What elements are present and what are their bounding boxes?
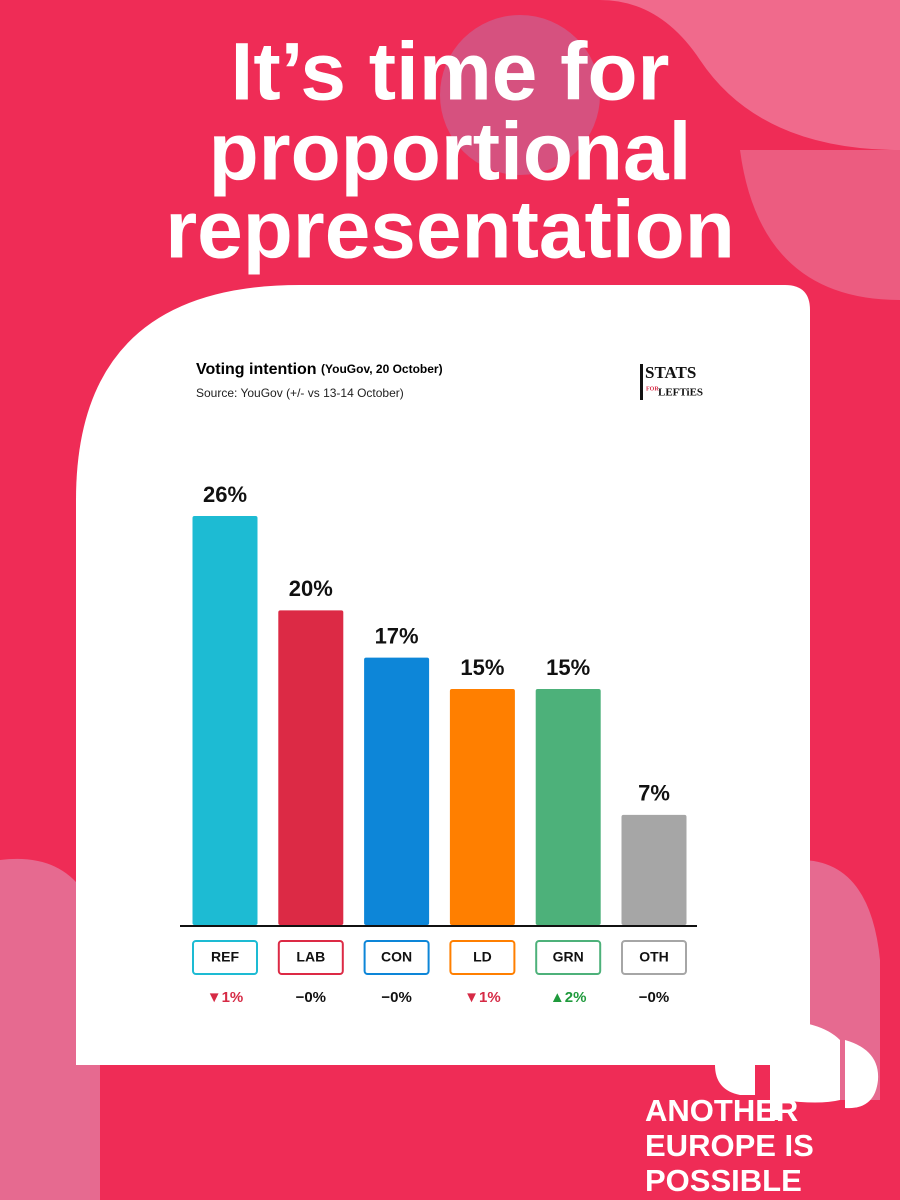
category-box — [192, 940, 258, 975]
bar — [535, 689, 601, 925]
chart-title-note: (YouGov, 20 October) — [321, 362, 443, 376]
headline-line: representation — [165, 185, 735, 276]
headline-line: proportional — [209, 107, 692, 198]
value-label: 17% — [375, 623, 419, 648]
change-label: ▼1% — [207, 989, 244, 1006]
category-label: LAB — [296, 949, 325, 965]
decor-shape — [600, 0, 900, 150]
footer: ANOTHER EUROPE IS POSSIBLE — [645, 1093, 814, 1198]
bar — [364, 657, 430, 925]
brand-mark — [715, 1020, 879, 1120]
change-label: −0% — [381, 989, 411, 1006]
value-label: 26% — [203, 482, 247, 507]
category-box — [621, 940, 687, 975]
headline: It’s time for proportional representatio… — [165, 27, 735, 276]
bar — [278, 610, 344, 925]
bar — [621, 814, 687, 925]
decor-shape — [0, 858, 100, 1200]
value-label: 15% — [460, 655, 504, 680]
value-label: 15% — [546, 655, 590, 680]
chart-panel — [76, 285, 810, 1065]
category-label: CON — [381, 949, 412, 965]
category-box — [449, 940, 516, 975]
logo-text: STATS — [645, 363, 696, 382]
change-label: −0% — [639, 989, 669, 1006]
chart-title: Voting intention (YouGov, 20 October) — [196, 361, 443, 378]
category-label: REF — [211, 949, 239, 965]
headline-line: It’s time for — [231, 27, 670, 118]
value-label: 20% — [289, 576, 333, 601]
category-box — [535, 940, 602, 975]
change-label: ▲2% — [550, 989, 587, 1006]
change-label: −0% — [296, 989, 326, 1006]
change-label: ▼1% — [464, 989, 501, 1006]
logo: STATS FOR LEFTiES — [640, 363, 703, 400]
footer-line: EUROPE IS — [645, 1128, 814, 1163]
bar — [192, 516, 258, 925]
footer-line: ANOTHER — [645, 1093, 798, 1128]
category-label: OTH — [639, 949, 669, 965]
logo-text: FOR — [646, 386, 659, 392]
category-box — [363, 940, 430, 975]
footer-line: POSSIBLE — [645, 1163, 802, 1198]
bars: 26% REF ▼1% 20% LAB −0% 17% CON −0% 15% LD ▼1% 15% GR… — [192, 482, 687, 1006]
category-box — [277, 940, 344, 975]
decor-shape — [740, 150, 900, 300]
chart-title-main: Voting intention — [196, 361, 317, 378]
logo-text: LEFTiES — [658, 387, 703, 399]
logo-bar — [640, 364, 643, 400]
chart-subtitle: Source: YouGov (+/- vs 13-14 October) — [196, 386, 404, 400]
bar — [449, 689, 515, 925]
value-label: 7% — [638, 781, 670, 806]
category-label: GRN — [553, 949, 584, 965]
category-label: LD — [473, 949, 492, 965]
decor-circle — [440, 15, 600, 175]
